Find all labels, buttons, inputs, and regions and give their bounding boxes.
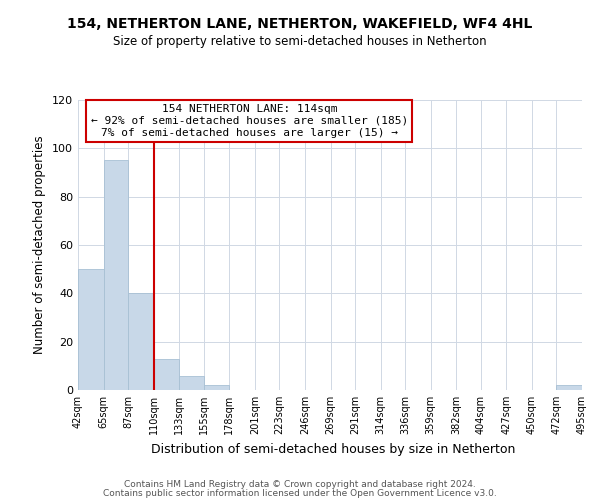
Bar: [204, 385, 229, 390]
Text: Contains HM Land Registry data © Crown copyright and database right 2024.: Contains HM Land Registry data © Crown c…: [124, 480, 476, 489]
Bar: [128, 294, 154, 390]
Y-axis label: Number of semi-detached properties: Number of semi-detached properties: [34, 136, 46, 354]
Bar: [78, 269, 104, 390]
Text: 154 NETHERTON LANE: 114sqm
← 92% of semi-detached houses are smaller (185)
7% of: 154 NETHERTON LANE: 114sqm ← 92% of semi…: [91, 104, 408, 138]
Text: Contains public sector information licensed under the Open Government Licence v3: Contains public sector information licen…: [103, 489, 497, 498]
Bar: [104, 160, 128, 390]
Text: Size of property relative to semi-detached houses in Netherton: Size of property relative to semi-detach…: [113, 35, 487, 48]
Bar: [154, 358, 179, 390]
Bar: [179, 376, 204, 390]
Text: Distribution of semi-detached houses by size in Netherton: Distribution of semi-detached houses by …: [151, 442, 515, 456]
Text: 154, NETHERTON LANE, NETHERTON, WAKEFIELD, WF4 4HL: 154, NETHERTON LANE, NETHERTON, WAKEFIEL…: [67, 18, 533, 32]
Bar: [556, 385, 582, 390]
